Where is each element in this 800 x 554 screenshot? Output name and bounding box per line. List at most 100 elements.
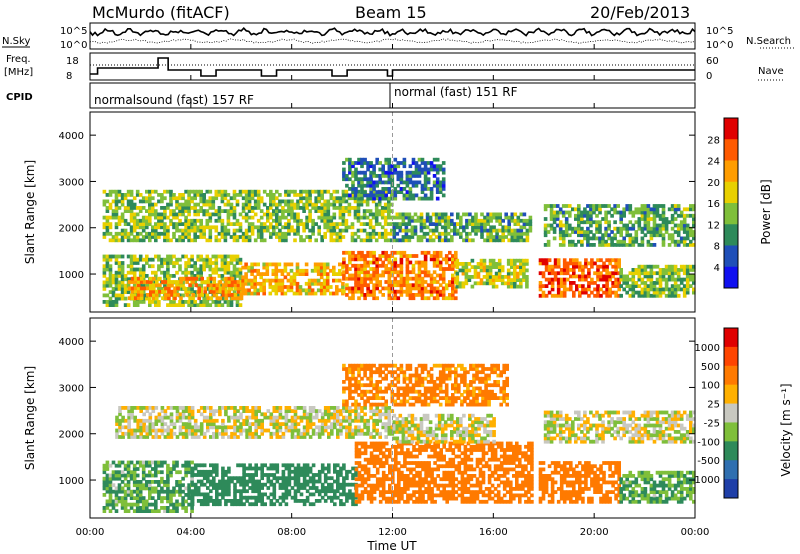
- echo-cell: [247, 206, 252, 210]
- echo-cell: [123, 235, 128, 239]
- echo-cell: [432, 174, 437, 178]
- echo-cell: [405, 254, 410, 258]
- echo-cell: [634, 271, 639, 276]
- echo-cell: [281, 499, 286, 503]
- echo-cell: [429, 283, 434, 288]
- echo-cell: [441, 280, 446, 284]
- echo-cell: [105, 267, 110, 272]
- echo-cell: [463, 480, 468, 485]
- echo-cell: [335, 288, 339, 293]
- echo-cell: [565, 264, 570, 269]
- echo-cell: [360, 196, 364, 201]
- echo-cell: [381, 451, 386, 456]
- echo-cell: [652, 264, 657, 269]
- echo-cell: [316, 272, 321, 276]
- echo-cell: [148, 196, 152, 201]
- echo-cell: [381, 490, 386, 494]
- echo-cell: [348, 170, 352, 175]
- echo-cell: [202, 261, 206, 265]
- echo-cell: [442, 477, 446, 482]
- echo-cell: [248, 502, 252, 507]
- echo-cell: [314, 202, 318, 207]
- echo-cell: [172, 225, 176, 230]
- echo-cell: [366, 474, 371, 478]
- echo-cell: [348, 267, 352, 271]
- echo-cell: [456, 231, 460, 236]
- echo-cell: [408, 270, 413, 275]
- echo-cell: [366, 183, 370, 188]
- echo-cell: [438, 167, 443, 172]
- echo-cell: [354, 170, 358, 175]
- echo-cell: [117, 193, 122, 197]
- echo-cell: [583, 207, 587, 212]
- echo-cell: [111, 489, 116, 494]
- echo-cell: [292, 272, 297, 276]
- echo-cell: [235, 202, 240, 207]
- echo-cell: [196, 283, 200, 288]
- echo-cell: [202, 303, 206, 307]
- echo-cell: [586, 243, 590, 247]
- echo-cell: [298, 268, 303, 273]
- echo-cell: [577, 217, 581, 221]
- echo-cell: [221, 469, 225, 474]
- echo-cell: [129, 261, 134, 265]
- echo-cell: [284, 231, 288, 236]
- echo-cell: [244, 189, 249, 194]
- echo-cell: [120, 486, 125, 491]
- echo-cell: [202, 257, 206, 262]
- echo-cell: [120, 267, 125, 272]
- echo-cell: [141, 274, 146, 278]
- echo-cell: [278, 231, 282, 236]
- echo-cell: [296, 476, 301, 481]
- echo-cell: [102, 463, 107, 468]
- echo-cell: [232, 228, 237, 233]
- echo-cell: [247, 265, 251, 270]
- echo-cell: [257, 489, 261, 494]
- echo-cell: [117, 476, 122, 481]
- echo-cell: [138, 506, 143, 510]
- echo-cell: [451, 276, 455, 281]
- echo-cell: [175, 470, 179, 475]
- echo-cell: [317, 469, 322, 474]
- echo-cell: [345, 270, 349, 275]
- echo-cell: [215, 286, 220, 291]
- echo-cell: [414, 193, 419, 198]
- echo-cell: [299, 235, 303, 239]
- echo-cell: [220, 228, 225, 233]
- echo-cell: [553, 293, 558, 298]
- echo-cell: [667, 243, 672, 247]
- echo-cell: [105, 489, 110, 494]
- echo-cell: [397, 480, 401, 485]
- echo-cell: [634, 220, 639, 225]
- beam-label: Beam 15: [355, 3, 427, 22]
- echo-cell: [421, 477, 425, 482]
- echo-cell: [205, 254, 210, 259]
- echo-cell: [593, 281, 597, 285]
- echo-cell: [590, 290, 594, 295]
- echo-cell: [266, 466, 271, 471]
- echo-cell: [148, 486, 152, 491]
- echo-cell: [348, 257, 352, 262]
- echo-cell: [488, 258, 493, 263]
- echo-cell: [157, 257, 161, 262]
- echo-cell: [607, 220, 611, 225]
- echo-cell: [160, 480, 164, 484]
- echo-cell: [224, 293, 229, 297]
- echo-cell: [402, 157, 407, 162]
- echo-cell: [561, 223, 566, 228]
- echo-cell: [241, 278, 245, 283]
- echo-cell: [200, 276, 204, 281]
- echo-cell: [519, 225, 524, 230]
- echo-cell: [302, 202, 306, 207]
- echo-cell: [196, 469, 201, 474]
- echo-cell: [417, 170, 422, 175]
- echo-cell: [390, 177, 395, 182]
- echo-cell: [409, 467, 413, 472]
- echo-cell: [120, 277, 125, 282]
- echo-cell: [108, 254, 113, 259]
- echo-cell: [616, 226, 620, 231]
- echo-cell: [283, 275, 288, 280]
- echo-cell: [293, 495, 298, 500]
- echo-cell: [167, 289, 171, 294]
- echo-cell: [420, 276, 425, 281]
